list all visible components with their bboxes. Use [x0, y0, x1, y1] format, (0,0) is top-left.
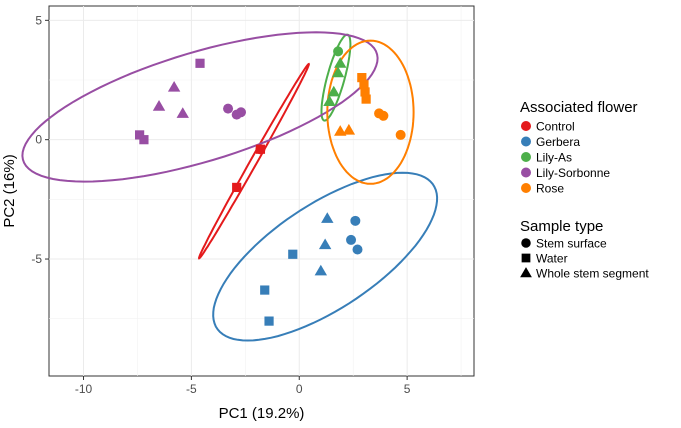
- point-lily-sorbonne-square: [195, 58, 205, 68]
- legend-label: Gerbera: [536, 135, 580, 149]
- x-axis-title: PC1 (19.2%): [219, 405, 305, 422]
- point-lily-sorbonne-triangle: [167, 80, 181, 92]
- legend-label: Lily-As: [536, 151, 572, 165]
- point-rose-square: [359, 80, 369, 90]
- y-tick-label: -5: [31, 252, 42, 266]
- point-rose-triangle: [342, 123, 356, 135]
- x-tick-label: -5: [186, 382, 197, 396]
- legend-key-square: [521, 253, 531, 263]
- panel-border: [48, 5, 475, 377]
- legend-label: Rose: [536, 182, 564, 196]
- legend-label: Control: [536, 120, 575, 134]
- legend-label: Lily-Sorbonne: [536, 166, 610, 180]
- legend-key-circle: [521, 238, 531, 248]
- point-gerbera-circle: [346, 234, 357, 245]
- point-lily-sorbonne-circle: [236, 107, 247, 118]
- confidence-ellipse-control: [197, 62, 310, 260]
- point-lily-as-triangle: [331, 66, 345, 78]
- point-rose-square: [361, 94, 371, 104]
- point-rose-square: [357, 73, 367, 83]
- legend-key-gerbera: [521, 136, 531, 147]
- point-control-square: [232, 182, 242, 193]
- axes: PC1 (19.2%) PC2 (16%) -10 -5 0 5 -5 0 5: [1, 13, 411, 422]
- point-lily-sorbonne-square: [139, 135, 149, 145]
- point-rose-circle: [378, 110, 389, 121]
- legend-label: Whole stem segment: [536, 267, 649, 281]
- point-lily-as-triangle: [323, 95, 336, 106]
- y-tick-label: 0: [35, 133, 42, 147]
- point-gerbera-circle: [350, 215, 361, 226]
- point-lily-sorbonne-circle: [223, 103, 234, 114]
- point-gerbera-square: [260, 285, 270, 295]
- point-gerbera-circle: [352, 244, 363, 255]
- x-tick-label: 5: [404, 382, 411, 396]
- point-rose-square: [360, 87, 370, 97]
- point-lily-sorbonne-square: [135, 130, 145, 140]
- legend-key-triangle: [520, 267, 532, 278]
- confidence-ellipse-rose: [326, 39, 415, 185]
- point-gerbera-triangle: [314, 264, 328, 276]
- point-lily-as-triangle: [327, 85, 340, 97]
- legend-label: Water: [536, 252, 568, 266]
- point-gerbera-square: [288, 249, 298, 259]
- point-control-circle: [255, 144, 266, 155]
- point-gerbera-square: [264, 316, 274, 326]
- legend-label: Stem surface: [536, 237, 607, 251]
- point-lily-sorbonne-triangle: [176, 107, 189, 118]
- plot-panel: [48, 5, 475, 377]
- legend-key-control: [521, 121, 531, 131]
- legend-key-lily-sorbonne: [521, 167, 531, 178]
- confidence-ellipse-lily-sorbonne: [21, 31, 379, 183]
- legend-key-lily-as: [521, 152, 531, 162]
- x-tick-label: -10: [75, 382, 93, 396]
- y-tick-label: 5: [35, 13, 42, 27]
- point-lily-as-triangle: [334, 57, 347, 68]
- data-marks: [21, 31, 439, 342]
- point-rose-triangle: [334, 125, 347, 136]
- color-legend-title: Associated flower: [520, 99, 638, 116]
- point-gerbera-triangle: [318, 238, 332, 250]
- point-lily-as-circle: [333, 46, 344, 57]
- legend-key-rose: [521, 183, 531, 193]
- point-rose-circle: [395, 129, 406, 140]
- x-tick-label: 0: [296, 382, 303, 396]
- shape-legend-title: Sample type: [520, 218, 603, 235]
- point-gerbera-triangle: [321, 212, 334, 223]
- point-lily-sorbonne-triangle: [152, 100, 166, 111]
- y-axis-title: PC2 (16%): [1, 154, 18, 227]
